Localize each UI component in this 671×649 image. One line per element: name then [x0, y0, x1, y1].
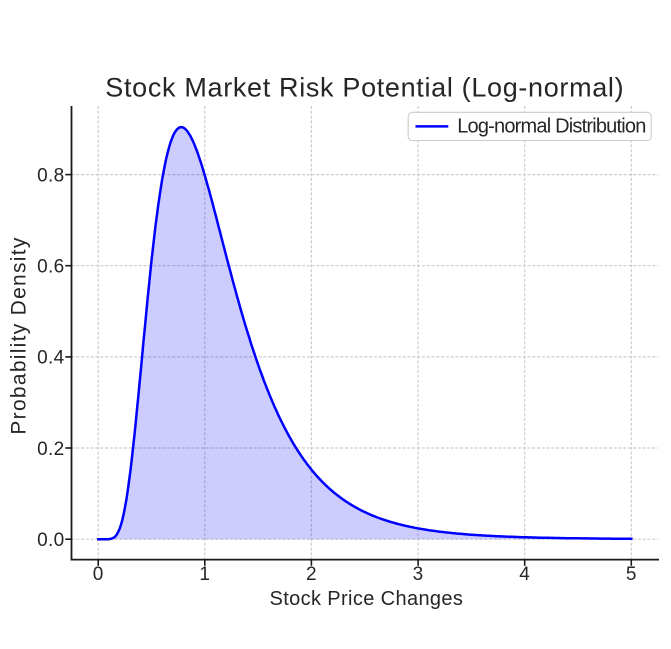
- svg-text:2: 2: [306, 564, 317, 585]
- svg-text:0.8: 0.8: [37, 165, 64, 186]
- svg-text:4: 4: [519, 564, 530, 585]
- svg-text:0.4: 0.4: [37, 348, 64, 369]
- svg-text:0.6: 0.6: [37, 257, 64, 278]
- svg-text:1: 1: [199, 564, 210, 585]
- svg-text:3: 3: [413, 564, 424, 585]
- svg-text:Probability Density: Probability Density: [8, 236, 31, 434]
- svg-text:Stock Price Changes: Stock Price Changes: [270, 588, 464, 610]
- svg-text:0.0: 0.0: [37, 530, 64, 551]
- svg-text:0: 0: [93, 564, 104, 585]
- svg-text:5: 5: [626, 564, 637, 585]
- svg-text:0.2: 0.2: [37, 439, 64, 460]
- svg-text:Log-normal Distribution: Log-normal Distribution: [457, 116, 645, 138]
- svg-text:Stock Market Risk Potential (L: Stock Market Risk Potential (Log-normal): [105, 73, 624, 103]
